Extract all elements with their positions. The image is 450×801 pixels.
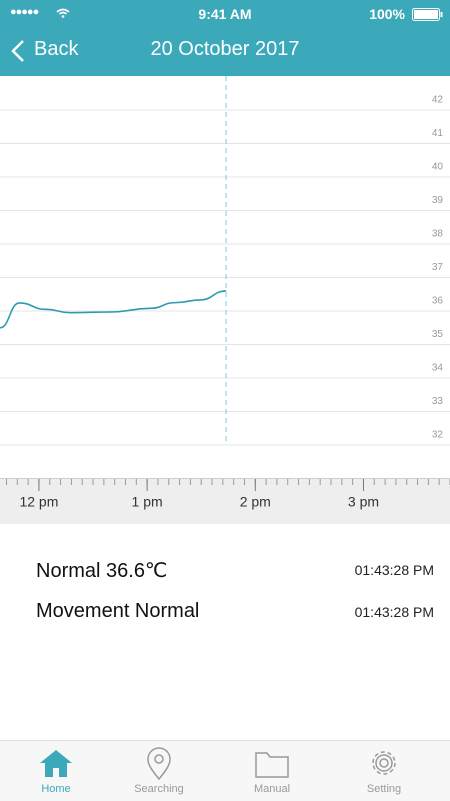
tab-label: Manual xyxy=(253,783,291,795)
y-tick-label: 39 xyxy=(432,195,444,206)
reading-label: Movement Normal xyxy=(36,600,200,622)
gear-icon xyxy=(372,751,396,775)
x-tick-label: 12 pm xyxy=(19,494,58,510)
temperature-line xyxy=(0,290,227,329)
nav-title: 20 October 2017 xyxy=(150,38,300,60)
battery-icon xyxy=(412,8,443,21)
folder-icon xyxy=(255,752,289,778)
back-button[interactable]: Back xyxy=(10,36,90,66)
tab-home[interactable]: Home xyxy=(0,741,112,801)
y-tick-label: 33 xyxy=(432,396,444,407)
x-tick-label: 3 pm xyxy=(348,494,379,510)
reading-time: 01:43:28 PM xyxy=(354,562,434,578)
wifi-icon xyxy=(56,8,70,18)
y-tick-label: 37 xyxy=(432,262,444,273)
tab-label: Home xyxy=(41,783,71,795)
back-chevron xyxy=(11,40,24,62)
y-tick-label: 36 xyxy=(432,296,444,307)
back-label: Back xyxy=(34,38,79,60)
reading-row: Movement Normal 01:43:28 PM xyxy=(36,600,434,630)
clock: 9:41 AM xyxy=(198,6,252,22)
reading-row: Normal 36.6℃ 01:43:28 PM xyxy=(36,558,434,588)
tab-manual[interactable]: Manual xyxy=(216,741,328,801)
tab-label: Searching xyxy=(134,783,184,795)
tab-label: Setting xyxy=(366,783,402,795)
reading-label: Normal 36.6℃ xyxy=(36,560,168,582)
y-tick-label: 40 xyxy=(432,162,444,173)
tab-setting[interactable]: Setting xyxy=(328,741,440,801)
ruler-background xyxy=(0,478,450,524)
y-tick-label: 41 xyxy=(432,128,444,139)
reading-time: 01:43:28 PM xyxy=(354,604,434,620)
header: ●●●●● 9:41 AM 100% Back 20 October 2017 xyxy=(0,0,450,76)
y-tick-label: 34 xyxy=(432,363,444,374)
signal: ●●●●● xyxy=(10,6,39,18)
home-icon xyxy=(40,750,72,777)
tab-bar: Home Searching Manual Setting xyxy=(0,740,450,801)
y-tick-label: 38 xyxy=(432,229,444,240)
chart: 32 33 34 35 36 37 38 39 40 41 42 12 pm 1 pm 2 pm 3 pm xyxy=(0,76,450,524)
x-tick-label: 2 pm xyxy=(240,494,271,510)
y-tick-label: 35 xyxy=(432,329,444,340)
y-tick-label: 42 xyxy=(432,95,444,106)
pin-icon xyxy=(147,747,171,781)
battery-text: 100% xyxy=(369,6,405,22)
x-tick-label: 1 pm xyxy=(132,494,163,510)
tab-searching[interactable]: Searching xyxy=(103,741,215,801)
y-tick-label: 32 xyxy=(432,430,444,441)
